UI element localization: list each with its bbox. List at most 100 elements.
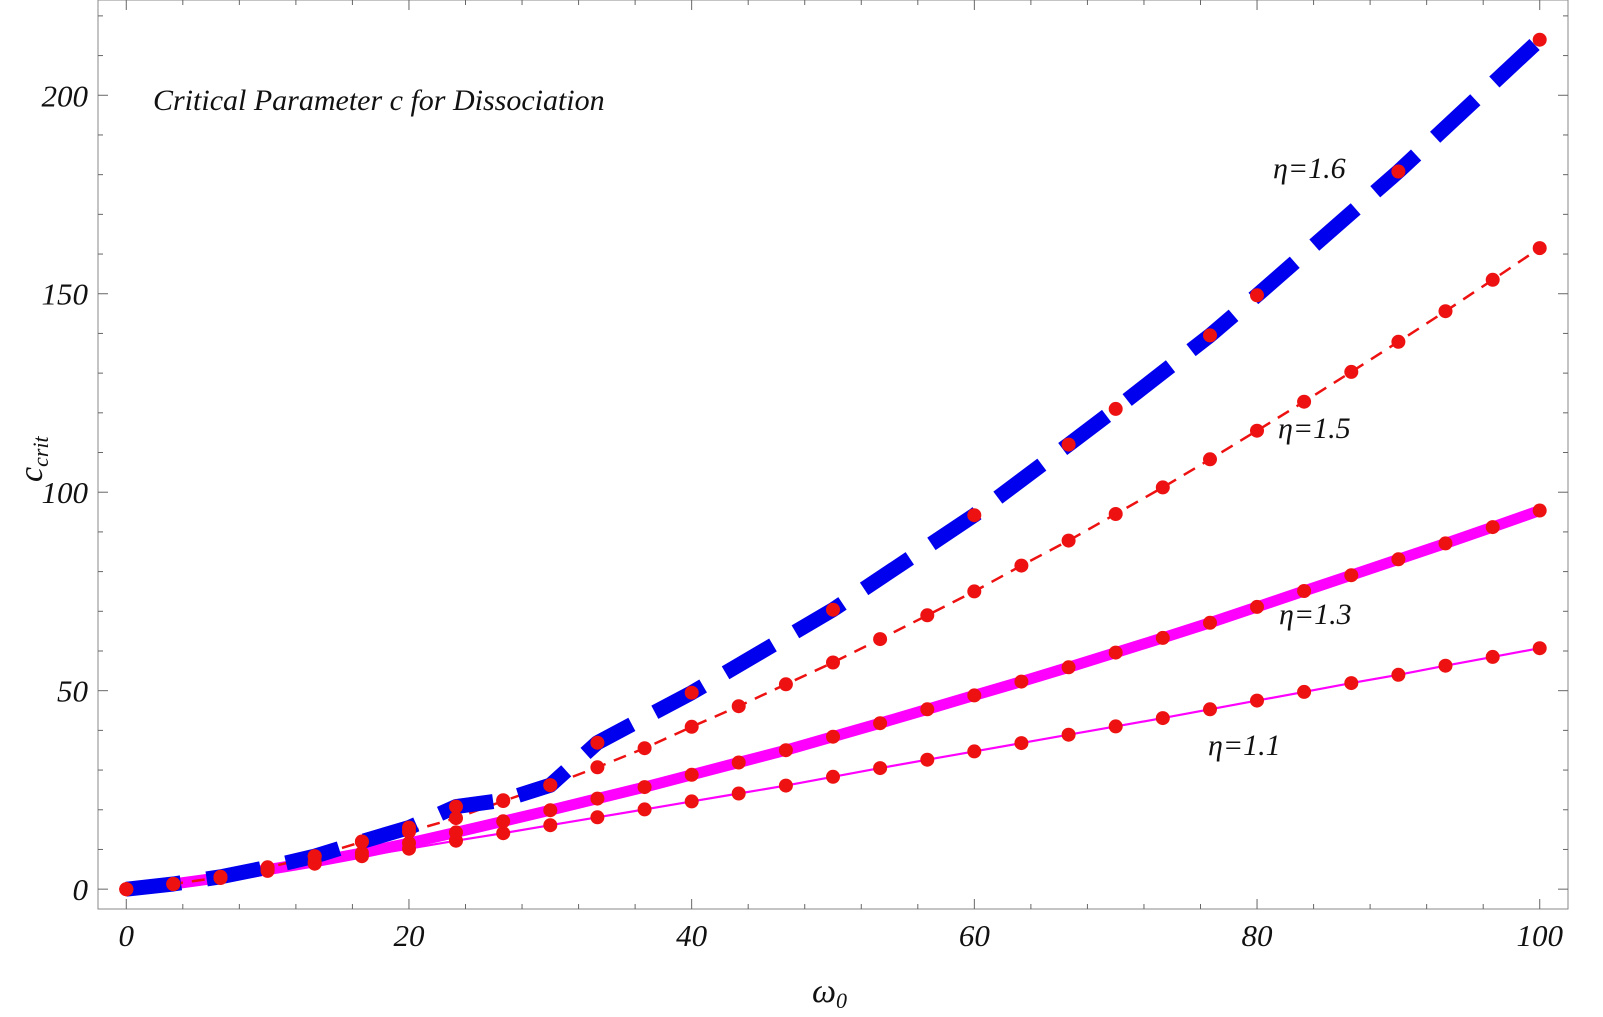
data-point	[637, 741, 652, 756]
data-point	[1108, 719, 1123, 734]
x-tick-label: 100	[1516, 918, 1563, 953]
data-point	[402, 820, 416, 835]
data-point	[1297, 684, 1312, 699]
data-point	[778, 743, 793, 758]
x-axis-title: ω0	[812, 973, 847, 1013]
data-point	[967, 584, 982, 599]
data-point	[1155, 630, 1170, 645]
data-point	[496, 793, 511, 808]
data-point	[449, 825, 463, 840]
data-point	[543, 818, 558, 833]
data-point	[684, 767, 699, 782]
data-point	[1250, 693, 1264, 708]
data-point	[1155, 711, 1170, 726]
data-point	[731, 699, 746, 714]
chart-title: Critical Parameter c for Dissociation	[153, 84, 605, 117]
data-point	[1297, 584, 1312, 598]
data-point	[1391, 334, 1406, 349]
data-point	[260, 860, 275, 875]
data-point	[1250, 423, 1264, 438]
data-point	[1485, 649, 1500, 664]
data-point	[1532, 241, 1547, 256]
x-tick-label: 0	[119, 918, 135, 953]
plot-frame	[97, 0, 1569, 910]
data-point	[1391, 552, 1406, 567]
data-point	[449, 811, 463, 826]
data-point	[1061, 727, 1076, 742]
data-point	[1250, 599, 1264, 614]
series-line-1	[125, 505, 1542, 895]
data-point	[1108, 401, 1123, 416]
y-tick-label: 100	[42, 475, 89, 510]
data-point	[873, 632, 888, 647]
y-tick-label: 150	[42, 277, 89, 312]
data-point	[307, 849, 322, 864]
data-point	[1203, 702, 1217, 717]
data-point	[920, 702, 935, 717]
data-point	[354, 846, 369, 860]
series-label-eta-1.5: η=1.5	[1278, 412, 1351, 445]
data-point	[1344, 364, 1359, 379]
data-point	[1014, 736, 1029, 751]
y-axis-title-sub: crit	[28, 435, 53, 466]
data-point	[873, 761, 888, 776]
x-tick-label: 80	[1242, 918, 1274, 953]
data-point	[496, 814, 511, 829]
data-point	[1297, 394, 1312, 409]
data-point	[1155, 480, 1170, 495]
data-point	[590, 810, 605, 825]
x-tick-label: 20	[393, 918, 425, 953]
data-point	[590, 760, 605, 775]
series-line-3	[125, 34, 1545, 897]
y-tick-label: 0	[73, 872, 89, 907]
data-point	[684, 794, 699, 809]
x-tick-label: 60	[959, 918, 991, 953]
data-point	[637, 802, 652, 817]
data-point	[967, 508, 982, 523]
data-point	[1438, 658, 1453, 673]
data-point	[1532, 641, 1547, 656]
data-point	[826, 729, 840, 744]
data-point	[967, 688, 982, 703]
series-line-2	[126, 247, 1541, 891]
data-point	[1014, 674, 1029, 689]
y-axis-title: ccrit	[13, 435, 53, 482]
data-point	[449, 799, 463, 814]
data-point	[1061, 437, 1076, 452]
data-point	[778, 778, 793, 793]
data-point	[543, 778, 558, 793]
data-point	[684, 685, 699, 700]
data-point	[1250, 288, 1264, 303]
data-point	[967, 744, 982, 759]
data-point	[1438, 304, 1453, 319]
data-point	[1485, 520, 1500, 535]
data-point	[1203, 615, 1217, 630]
data-point	[1391, 667, 1406, 682]
y-axis-title-main: c	[13, 467, 50, 482]
data-point	[1485, 272, 1500, 287]
data-point	[1203, 328, 1217, 343]
data-point	[1532, 32, 1547, 47]
data-point	[119, 882, 134, 897]
data-point	[1061, 660, 1076, 675]
series-label-eta-1.3: η=1.3	[1279, 598, 1352, 631]
data-point	[1391, 164, 1406, 179]
x-axis-title-sub: 0	[836, 988, 847, 1013]
tick-layer: 0 20 40 60 80 100 0 50 100 150 200	[42, 0, 1568, 953]
data-point	[731, 786, 746, 801]
data-point	[1108, 507, 1123, 521]
data-point	[1203, 452, 1217, 467]
y-tick-label: 50	[57, 674, 89, 709]
data-point	[731, 755, 746, 770]
series-label-eta-1.1: η=1.1	[1208, 729, 1281, 762]
data-point	[1014, 558, 1029, 573]
data-point	[920, 752, 935, 767]
data-point	[402, 836, 416, 851]
data-point	[778, 677, 793, 692]
data-point	[1061, 533, 1076, 548]
data-point	[873, 716, 888, 731]
data-point	[590, 791, 605, 806]
data-point	[684, 719, 699, 734]
data-point	[826, 769, 840, 784]
series-label-eta-1.6: η=1.6	[1273, 152, 1346, 185]
